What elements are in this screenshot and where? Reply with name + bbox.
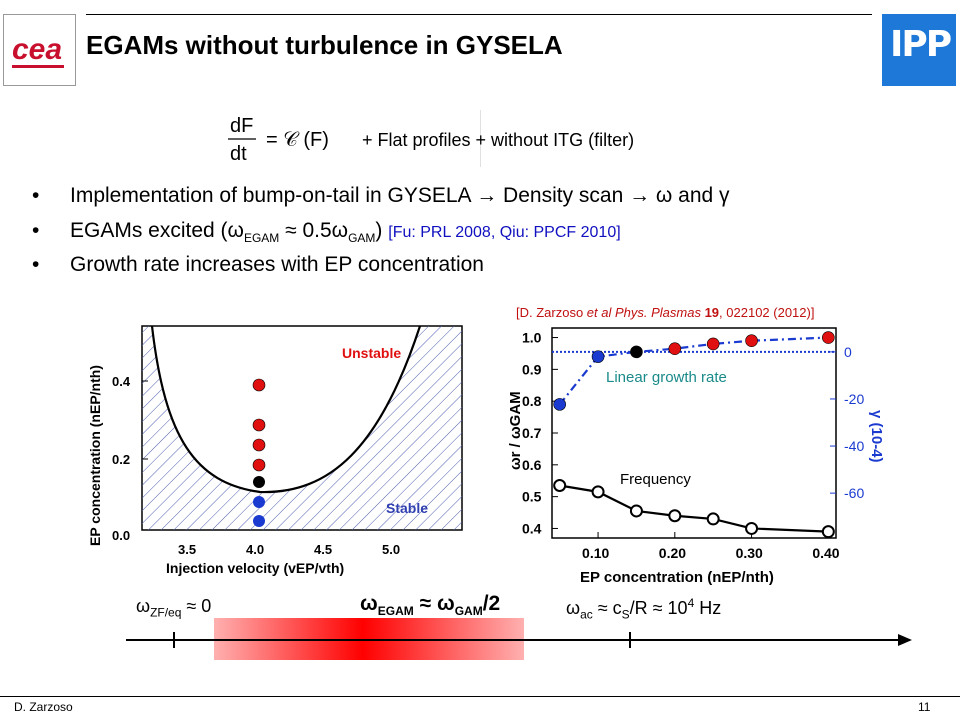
chart-xtick-label: 0.20 <box>659 545 686 561</box>
stable-label: Stable <box>386 500 428 516</box>
stability-xlabel: Injection velocity (vEP/vth) <box>166 560 344 576</box>
frequency-point <box>629 504 643 518</box>
point-unstable <box>252 438 266 452</box>
point-unstable <box>252 458 266 472</box>
citation: [D. Zarzoso et al Phys. Plasmas 19, 0221… <box>516 305 815 320</box>
footer-rule <box>0 696 960 697</box>
chart-ytick-label: 0.5 <box>522 489 542 505</box>
growth-point <box>553 398 566 411</box>
egam-label: ωEGAM ≈ ωGAM/2 <box>360 592 501 619</box>
stability-y-ticks: 0.4 0.2 0.0 <box>112 374 148 543</box>
chart-ytick-label: 1.0 <box>522 330 542 346</box>
point-unstable <box>252 418 266 432</box>
header-rule <box>86 14 872 15</box>
chart-rtick-label: -20 <box>844 391 864 407</box>
growth-point <box>745 334 758 348</box>
stability-xtick-4.0: 4.0 <box>246 542 264 557</box>
growth-series-label: Linear growth rate <box>606 369 727 386</box>
point-stable <box>253 515 265 527</box>
svg-text:= 𝒞 (F): = 𝒞 (F) <box>266 129 329 151</box>
stability-diagram: 0.4 0.2 0.0 3.5 4.0 4.5 5.0 Injection ve… <box>80 318 490 588</box>
slide-title: EGAMs without turbulence in GYSELA <box>86 30 563 60</box>
stability-ytick-0.0: 0.0 <box>112 528 130 543</box>
cea-logo: cea <box>3 14 76 86</box>
stability-xtick-5.0: 5.0 <box>382 542 400 557</box>
stability-ylabel: EP concentration (nEP/nth) <box>87 365 103 546</box>
frequency-axis <box>120 590 920 670</box>
frequency-point <box>821 525 835 539</box>
growth-point <box>706 337 720 351</box>
point-unstable <box>252 378 266 392</box>
chart-ylabel-right: γ (10-4) <box>868 410 885 463</box>
growth-point <box>591 350 605 363</box>
unstable-label: Unstable <box>342 345 401 361</box>
stability-x-ticks: 3.5 4.0 4.5 5.0 <box>178 542 400 557</box>
frequency-series-label: Frequency <box>620 471 691 488</box>
chart-rtick-label: -60 <box>844 485 864 501</box>
reference-link: [Fu: PRL 2008, Qiu: PPCF 2010] <box>388 224 621 241</box>
svg-text:cea: cea <box>12 33 62 66</box>
chart-ytick-label: 0.7 <box>522 425 542 441</box>
chart-xtick-label: 0.40 <box>812 545 839 561</box>
chart-xlabel: EP concentration (nEP/nth) <box>580 569 774 586</box>
frequency-chart: 0.4 0.5 0.6 0.7 0.8 0.9 1.0 0.10 0.20 0.30 0.40 -… <box>500 320 900 588</box>
ac-label: ωac ≈ cS/R ≈ 104 Hz <box>566 596 722 622</box>
frequency-point <box>553 479 567 492</box>
chart-rtick-label: 0 <box>844 344 852 360</box>
equation-image: dF dt = 𝒞 (F) <box>220 110 481 167</box>
point-marginal <box>253 476 265 488</box>
frequency-point <box>745 521 759 535</box>
chart-rtick-label: -40 <box>844 438 864 454</box>
svg-text:dt: dt <box>230 143 247 165</box>
ipp-logo: IPP <box>882 14 956 86</box>
frequency-point <box>591 485 605 499</box>
growth-point <box>630 345 643 359</box>
chart-ylabel: ωr / ωGAM <box>507 391 524 470</box>
stability-ytick-0.2: 0.2 <box>112 452 130 467</box>
stability-xtick-4.5: 4.5 <box>314 542 332 557</box>
svg-text:dF: dF <box>230 115 253 137</box>
point-stable <box>253 496 265 508</box>
chart-xtick-label: 0.30 <box>736 545 763 561</box>
chart-ytick-label: 0.6 <box>522 457 542 473</box>
chart-xtick-label: 0.10 <box>582 545 609 561</box>
footer-author: D. Zarzoso <box>14 700 73 714</box>
chart-ytick-label: 0.9 <box>522 361 542 377</box>
stability-ytick-0.4: 0.4 <box>112 374 131 389</box>
frequency-point <box>706 512 720 526</box>
growth-point <box>668 342 682 355</box>
equation-conditions: + Flat profiles + without ITG (filter) <box>362 130 635 150</box>
growth-point <box>822 331 835 344</box>
chart-ytick-label: 0.8 <box>522 393 542 409</box>
axis-arrow <box>898 634 912 646</box>
page-number: 11 <box>918 700 931 714</box>
stability-xtick-3.5: 3.5 <box>178 542 196 557</box>
zf-label: ωZF/eq ≈ 0 <box>136 596 212 620</box>
frequency-point <box>668 509 682 523</box>
chart-ytick-label: 0.4 <box>522 520 542 536</box>
